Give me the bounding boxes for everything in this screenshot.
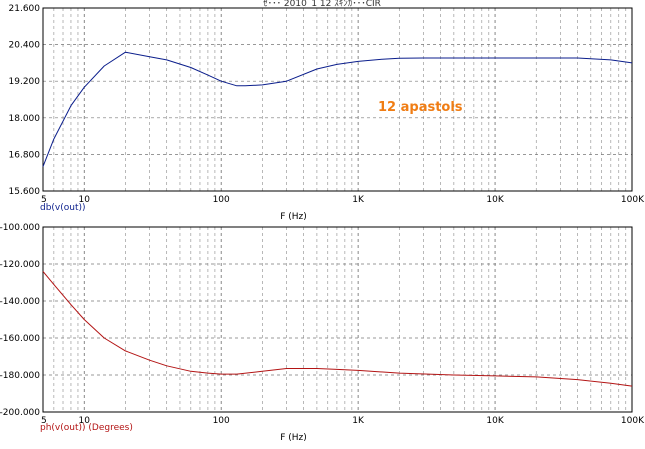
x-tick-label: 1K — [352, 195, 365, 205]
plot-frame — [42, 226, 633, 413]
series-line — [42, 51, 633, 167]
x-axis-label: F (Hz) — [280, 212, 307, 222]
y-tick-label: 18.000 — [9, 114, 41, 124]
y-tick-label: 15.600 — [9, 187, 41, 197]
magnitude-plot: 15.600 16.800 18.000 19.200 20.400 21.600 5 10 1… — [9, 4, 645, 222]
x-tick-label: 5 — [41, 195, 47, 205]
x-tick-label: 10 — [78, 195, 90, 205]
phase-plot: -200.000 -180.000 -160.000 -140.000 -120.000… — [0, 223, 645, 443]
annotation-label: 12 apastols — [378, 100, 463, 115]
y-tick-label: 21.600 — [9, 4, 41, 14]
x-tick-label: 100K — [621, 416, 645, 426]
x-tick-label: 100K — [621, 195, 645, 205]
y-tick-label: 20.400 — [9, 41, 41, 51]
x-tick-label: 1K — [352, 416, 365, 426]
x-tick-label: 100 — [213, 195, 230, 205]
x-tick-label: 10K — [486, 195, 504, 205]
trace-label: ph(v(out)) (Degrees) — [40, 423, 133, 433]
y-tick-label: -180.000 — [0, 371, 40, 381]
window-title: ｾ･･･ 2010_1 12 ｽｷﾝｶ･･･CIR — [263, 0, 381, 9]
y-tick-label: 16.800 — [9, 150, 41, 160]
y-tick-label: -120.000 — [0, 260, 40, 270]
y-tick-label: -200.000 — [0, 408, 40, 418]
x-axis-label: F (Hz) — [280, 433, 307, 443]
x-tick-label: 5 — [41, 416, 47, 426]
x-tick-label: 10K — [486, 416, 504, 426]
y-tick-label: 19.200 — [9, 77, 41, 87]
x-tick-label: 100 — [213, 416, 230, 426]
trace-label: db(v(out)) — [40, 203, 86, 213]
y-tick-label: -140.000 — [0, 297, 40, 307]
y-tick-label: -100.000 — [0, 223, 40, 233]
y-tick-label: -160.000 — [0, 334, 40, 344]
x-tick-label: 10 — [78, 416, 90, 426]
plot-frame — [42, 7, 633, 192]
series-line — [42, 271, 633, 387]
